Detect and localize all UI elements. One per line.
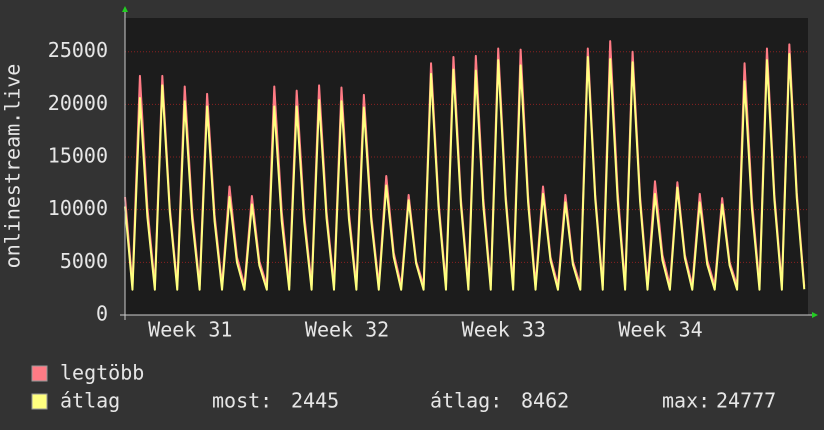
x-tick-label: Week 31 — [148, 318, 232, 342]
y-tick-label: 15000 — [48, 144, 108, 168]
legend-swatch — [31, 365, 48, 382]
y-tick-label: 5000 — [60, 249, 108, 273]
legend-label: átlag — [60, 389, 120, 413]
stat-value: 24777 — [716, 389, 776, 413]
stat-value: 8462 — [521, 389, 569, 413]
stat-value: 2445 — [291, 389, 339, 413]
y-tick-label: 0 — [96, 302, 108, 326]
legend-label: legtöbb — [60, 361, 144, 385]
stat-label: átlag: — [430, 389, 502, 413]
y-axis-label: onlinestream.live — [1, 64, 25, 269]
stat-label: max: — [662, 389, 710, 413]
x-tick-label: Week 32 — [305, 318, 389, 342]
series-line — [124, 53, 806, 291]
stat-label: most: — [212, 389, 272, 413]
x-tick-label: Week 34 — [618, 318, 702, 342]
x-tick-label: Week 33 — [462, 318, 546, 342]
legend-swatch — [31, 393, 48, 410]
y-tick-label: 20000 — [48, 91, 108, 115]
y-arrow — [122, 6, 128, 12]
y-tick-label: 10000 — [48, 196, 108, 220]
y-tick-label: 25000 — [48, 38, 108, 62]
x-arrow — [812, 312, 818, 318]
